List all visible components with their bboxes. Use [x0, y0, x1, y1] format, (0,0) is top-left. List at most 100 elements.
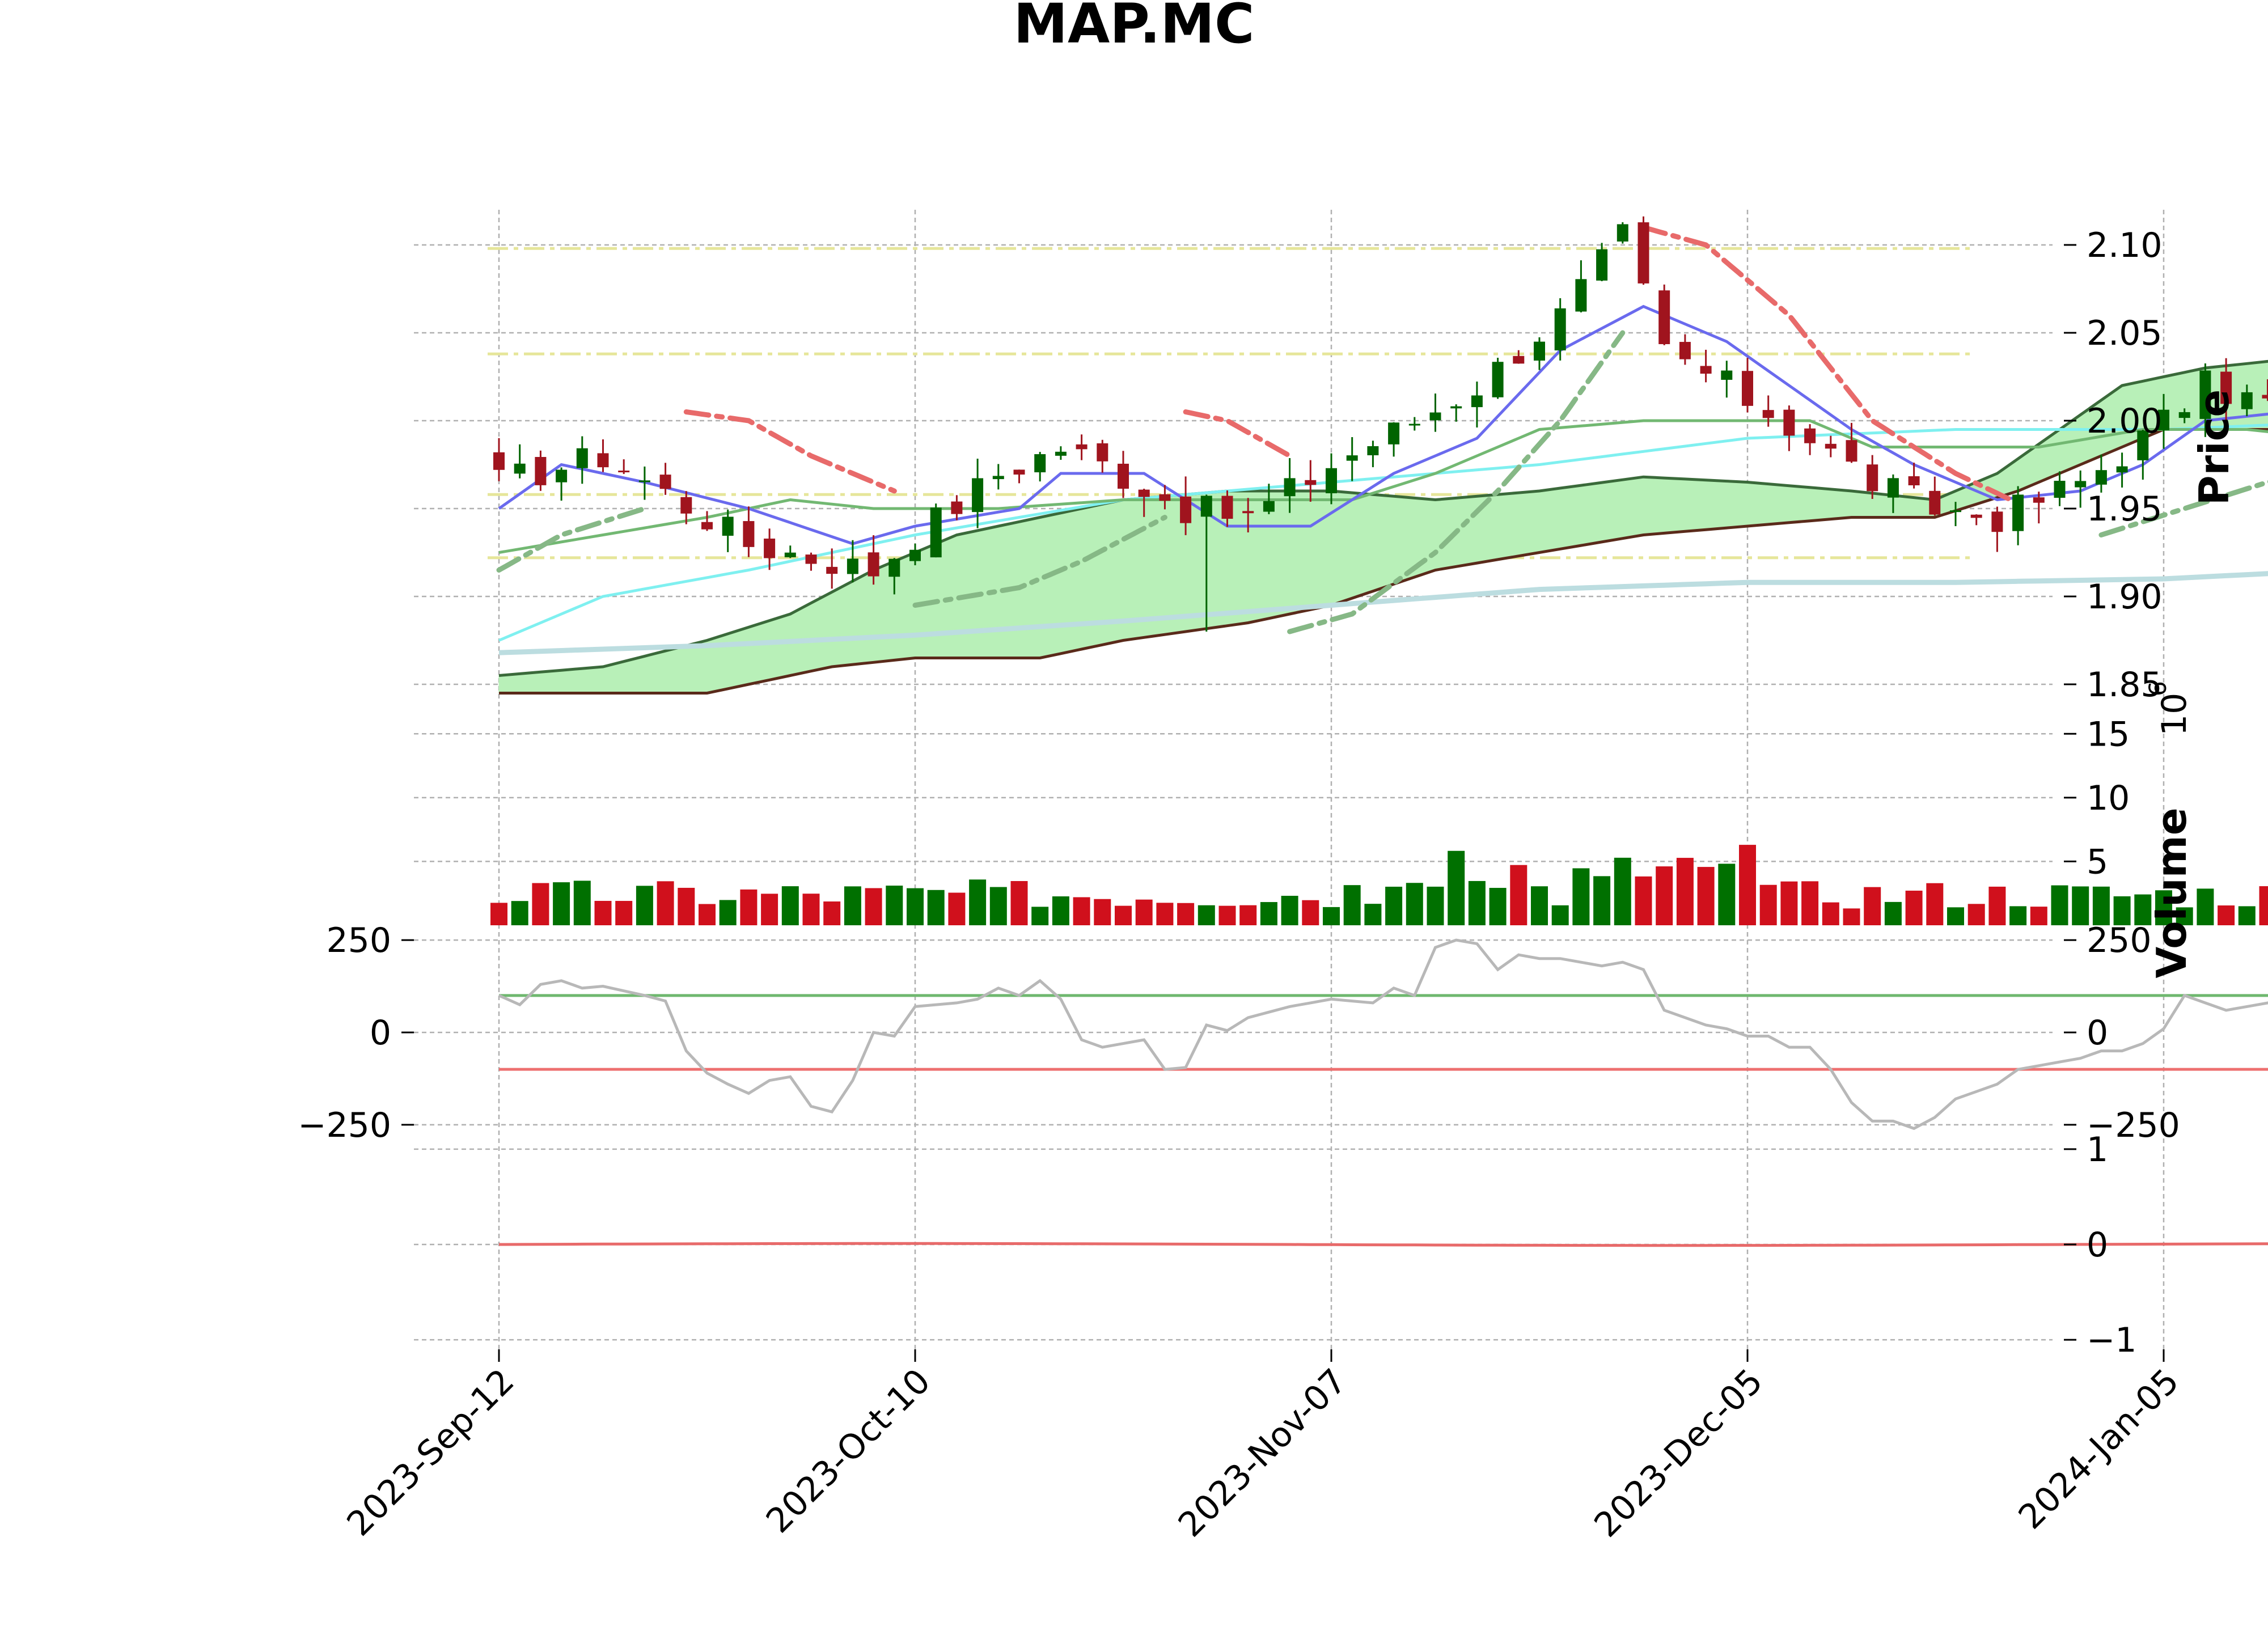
candle-body: [1908, 476, 1920, 485]
volume-bar: [2030, 907, 2047, 925]
ichimoku-cloud-segment: [1706, 480, 1727, 530]
candle-body: [1326, 468, 1337, 494]
fast-moving-average-line: [498, 424, 2268, 642]
candle-body: [1867, 464, 1878, 492]
ichimoku-cloud-segment: [1372, 494, 1394, 592]
candle-body: [618, 471, 630, 473]
volume-scale-exponent: 6: [2144, 681, 2172, 696]
volume-bar: [1697, 867, 1715, 925]
volume-bar: [2134, 894, 2152, 925]
volume-bar: [2238, 906, 2256, 925]
cci-left-tick-label: 0: [370, 1013, 391, 1053]
volume-bar: [740, 889, 758, 925]
ichimoku-cloud-segment: [1809, 487, 1831, 522]
sar-down-trail: [1641, 225, 2021, 506]
candle-body: [2262, 395, 2268, 399]
candle-body: [1887, 478, 1899, 498]
candle-body: [1700, 366, 1712, 374]
volume-bar: [948, 892, 966, 925]
ichimoku-cloud-segment: [1622, 476, 1644, 539]
volume-bar: [781, 886, 799, 925]
candle-body: [2158, 409, 2169, 430]
slow-moving-average-line: [498, 571, 2268, 655]
candle-body: [805, 554, 817, 564]
macd-panel: [498, 1242, 2268, 1247]
volume-bar: [1031, 907, 1049, 925]
ichimoku-cloud-segment: [1560, 485, 1581, 549]
cci-right-tick-label: 0: [2087, 1013, 2108, 1053]
candle-body: [847, 558, 858, 574]
volume-bar: [678, 887, 695, 925]
volume-bar: [1468, 880, 1486, 925]
candle-body: [930, 507, 942, 558]
candle-body: [1263, 501, 1275, 512]
volume-bar: [490, 903, 507, 925]
ichimoku-cloud-segment: [748, 620, 770, 685]
volume-bar: [865, 888, 882, 925]
candle-body: [951, 501, 963, 514]
volume-bar: [553, 882, 570, 925]
volume-bar: [1073, 897, 1090, 925]
ichimoku-cloud-segment: [727, 626, 749, 689]
price-tick-label: 1.85: [2087, 665, 2163, 705]
ichimoku-cloud-segment: [665, 645, 687, 693]
ichimoku-cloud-segment: [1331, 490, 1353, 606]
candle-body: [1617, 224, 1628, 242]
volume-bar: [886, 886, 903, 925]
candle-body: [2012, 494, 2024, 531]
volume-bar: [594, 900, 612, 925]
volume-bar: [1718, 863, 1736, 925]
volume-tick-label: 15: [2087, 714, 2130, 754]
volume-bar: [761, 894, 778, 925]
price-tick-label: 1.90: [2087, 577, 2163, 617]
kijun-sen-line: [498, 419, 2268, 554]
price-tick-label: 2.10: [2087, 226, 2163, 265]
candle-body: [1200, 496, 1212, 517]
ichimoku-cloud-segment: [831, 581, 853, 667]
cci-line: [498, 938, 2268, 1131]
candle-body: [2137, 430, 2149, 460]
cci-left-tick-label: 250: [326, 921, 391, 960]
volume-bar: [1177, 903, 1195, 925]
sar-up-trail: [496, 506, 648, 573]
candle-body: [743, 521, 755, 547]
candle-body: [1783, 409, 1795, 436]
candle-body: [1346, 455, 1358, 461]
ichimoku-cloud-segment: [1580, 482, 1602, 546]
candle-body: [1846, 440, 1857, 462]
volume-bar: [615, 901, 633, 925]
candle-body: [1596, 249, 1608, 281]
price-tick-label: 2.05: [2087, 314, 2163, 353]
volume-bar: [1822, 902, 1839, 925]
volume-bar: [1323, 907, 1340, 925]
volume-tick-label: 10: [2087, 778, 2130, 818]
volume-bar: [573, 880, 591, 925]
candle-body: [826, 566, 838, 574]
volume-bar: [1406, 883, 1423, 925]
volume-bar: [823, 901, 841, 925]
candle-body: [1159, 494, 1171, 501]
candle-body: [556, 469, 568, 482]
volume-bar: [1593, 876, 1611, 925]
volume-bar: [1135, 899, 1153, 925]
volume-bar: [1551, 905, 1569, 925]
volume-axis-title: Volume: [2148, 807, 2195, 978]
volume-bar: [802, 894, 820, 925]
candle-body: [722, 516, 734, 536]
sar-up-trail: [2098, 479, 2268, 537]
price-panel: [488, 216, 2268, 695]
candle-body: [659, 475, 671, 489]
candle-body: [1429, 412, 1441, 421]
volume-bar: [1676, 858, 1694, 925]
candle-body: [1013, 469, 1025, 475]
ichimoku-cloud-segment: [582, 666, 603, 693]
candle-body: [909, 549, 921, 561]
ichimoku-cloud-segment: [644, 650, 666, 693]
ichimoku-cloud-segment: [1601, 479, 1623, 543]
volume-bar: [1218, 905, 1236, 925]
volume-bar: [907, 888, 924, 925]
x-tick-label: 2023-Oct-10: [759, 1361, 938, 1541]
candle-body: [1554, 308, 1566, 351]
candle-body: [535, 456, 547, 485]
